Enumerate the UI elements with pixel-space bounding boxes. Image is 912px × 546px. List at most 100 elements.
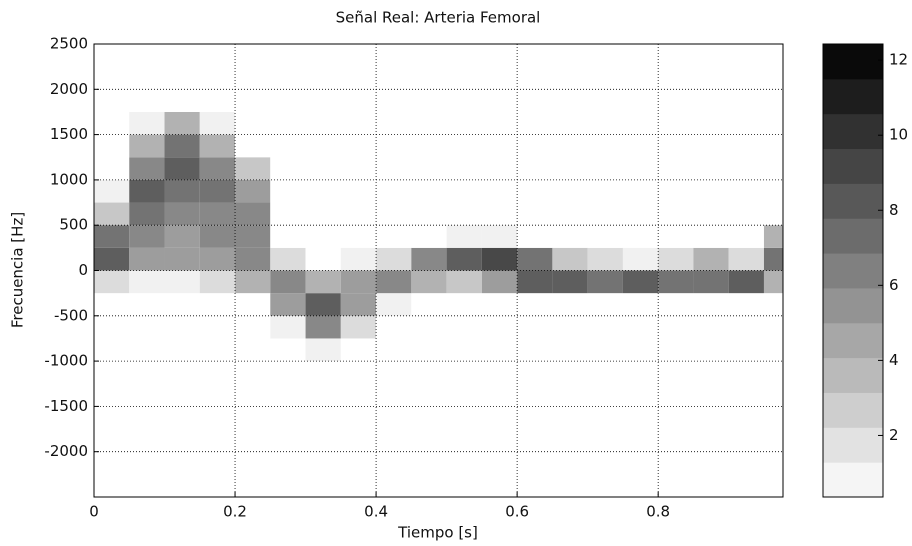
heat-cell [270,202,306,226]
heat-cell [270,315,306,339]
colorbar-band [823,357,883,393]
heat-cell [411,225,447,248]
heat-cell [481,225,518,248]
heat-cell [340,134,377,158]
heat-cell [305,202,341,226]
heat-cell [446,134,482,158]
heat-cell [763,179,783,203]
colorbar-band [823,218,883,254]
heat-cell [446,111,482,135]
chart-title: Señal Real: Arteria Femoral [336,9,541,27]
heat-cell [587,293,623,316]
heat-cell [235,293,271,316]
heat-cell [552,134,588,158]
heat-cell [587,247,623,271]
heat-cell [658,202,694,226]
heat-cell [481,89,518,112]
heat-cell [305,338,341,362]
colorbar-band [823,113,883,150]
y-tick-label: 1000 [50,170,88,188]
heat-cell [587,270,623,294]
x-tick-label: 0.8 [646,503,670,521]
heat-cell [622,338,659,362]
heat-cell [340,157,377,180]
y-axis-label: Frecuencia [Hz] [9,212,27,328]
heat-cell [164,247,200,271]
heat-cell [164,315,200,339]
heat-cell [376,202,412,226]
heat-cell [411,134,447,158]
heat-cell [446,89,482,112]
heat-cell [517,315,553,339]
x-tick-label: 0.6 [505,503,529,521]
heat-cell [129,315,165,339]
heat-cell [552,89,588,112]
heat-cell [270,293,306,316]
heat-cell [658,247,694,271]
colorbar-band [823,427,883,463]
heat-cell [481,202,518,226]
heat-cell [199,111,236,135]
heat-cell [728,89,764,112]
heat-cell [305,134,341,158]
x-tick-label: 0 [89,503,99,521]
heat-cell [305,89,341,112]
colorbar-tick-label: 8 [889,201,899,219]
heat-cell [411,157,447,180]
heat-cell [235,315,271,339]
heat-cell [481,111,518,135]
heat-cell [411,111,447,135]
heat-cell [658,315,694,339]
heat-cell [728,225,764,248]
heat-cell [658,225,694,248]
heat-cell [728,293,764,316]
heat-cell [270,270,306,294]
heat-cell [658,89,694,112]
heat-cell [552,225,588,248]
heat-cell [94,338,130,362]
heat-cell [340,225,377,248]
heat-cell [376,270,412,294]
heat-cell [728,338,764,362]
heat-cell [235,111,271,135]
heat-cell [517,202,553,226]
heat-cell [129,293,165,316]
heat-cell [481,293,518,316]
colorbar-band [823,392,883,428]
heat-cell [376,315,412,339]
y-tick-label: 1500 [50,125,88,143]
heat-cell [270,338,306,362]
heat-cell [235,89,271,112]
x-tick-label: 0.4 [364,503,388,521]
heat-cell [199,293,236,316]
heat-cell [129,247,165,271]
heat-cell [94,315,130,339]
heat-cell [164,89,200,112]
heat-cell [94,225,130,248]
heat-cell [340,111,377,135]
heat-cell [481,247,518,271]
heat-cell [411,202,447,226]
heat-cell [164,338,200,362]
heat-cell [270,89,306,112]
y-tick-label: -2000 [44,442,88,460]
colorbar-band [823,78,883,115]
heat-cell [199,270,236,294]
colorbar-band [823,148,883,184]
heat-cell [728,134,764,158]
heat-cell [199,202,236,226]
heat-cell [340,293,377,316]
heat-cell [587,225,623,248]
heat-cell [305,293,341,316]
heat-cell [235,338,271,362]
heat-cell [693,202,729,226]
colorbar-tick-label: 4 [889,351,899,369]
heat-cell [94,89,130,112]
heat-cell [693,225,729,248]
heat-cell [235,225,271,248]
heat-cell [411,179,447,203]
heat-cell [693,89,729,112]
heat-cell [622,179,659,203]
heat-cell [517,338,553,362]
heat-cell [376,111,412,135]
